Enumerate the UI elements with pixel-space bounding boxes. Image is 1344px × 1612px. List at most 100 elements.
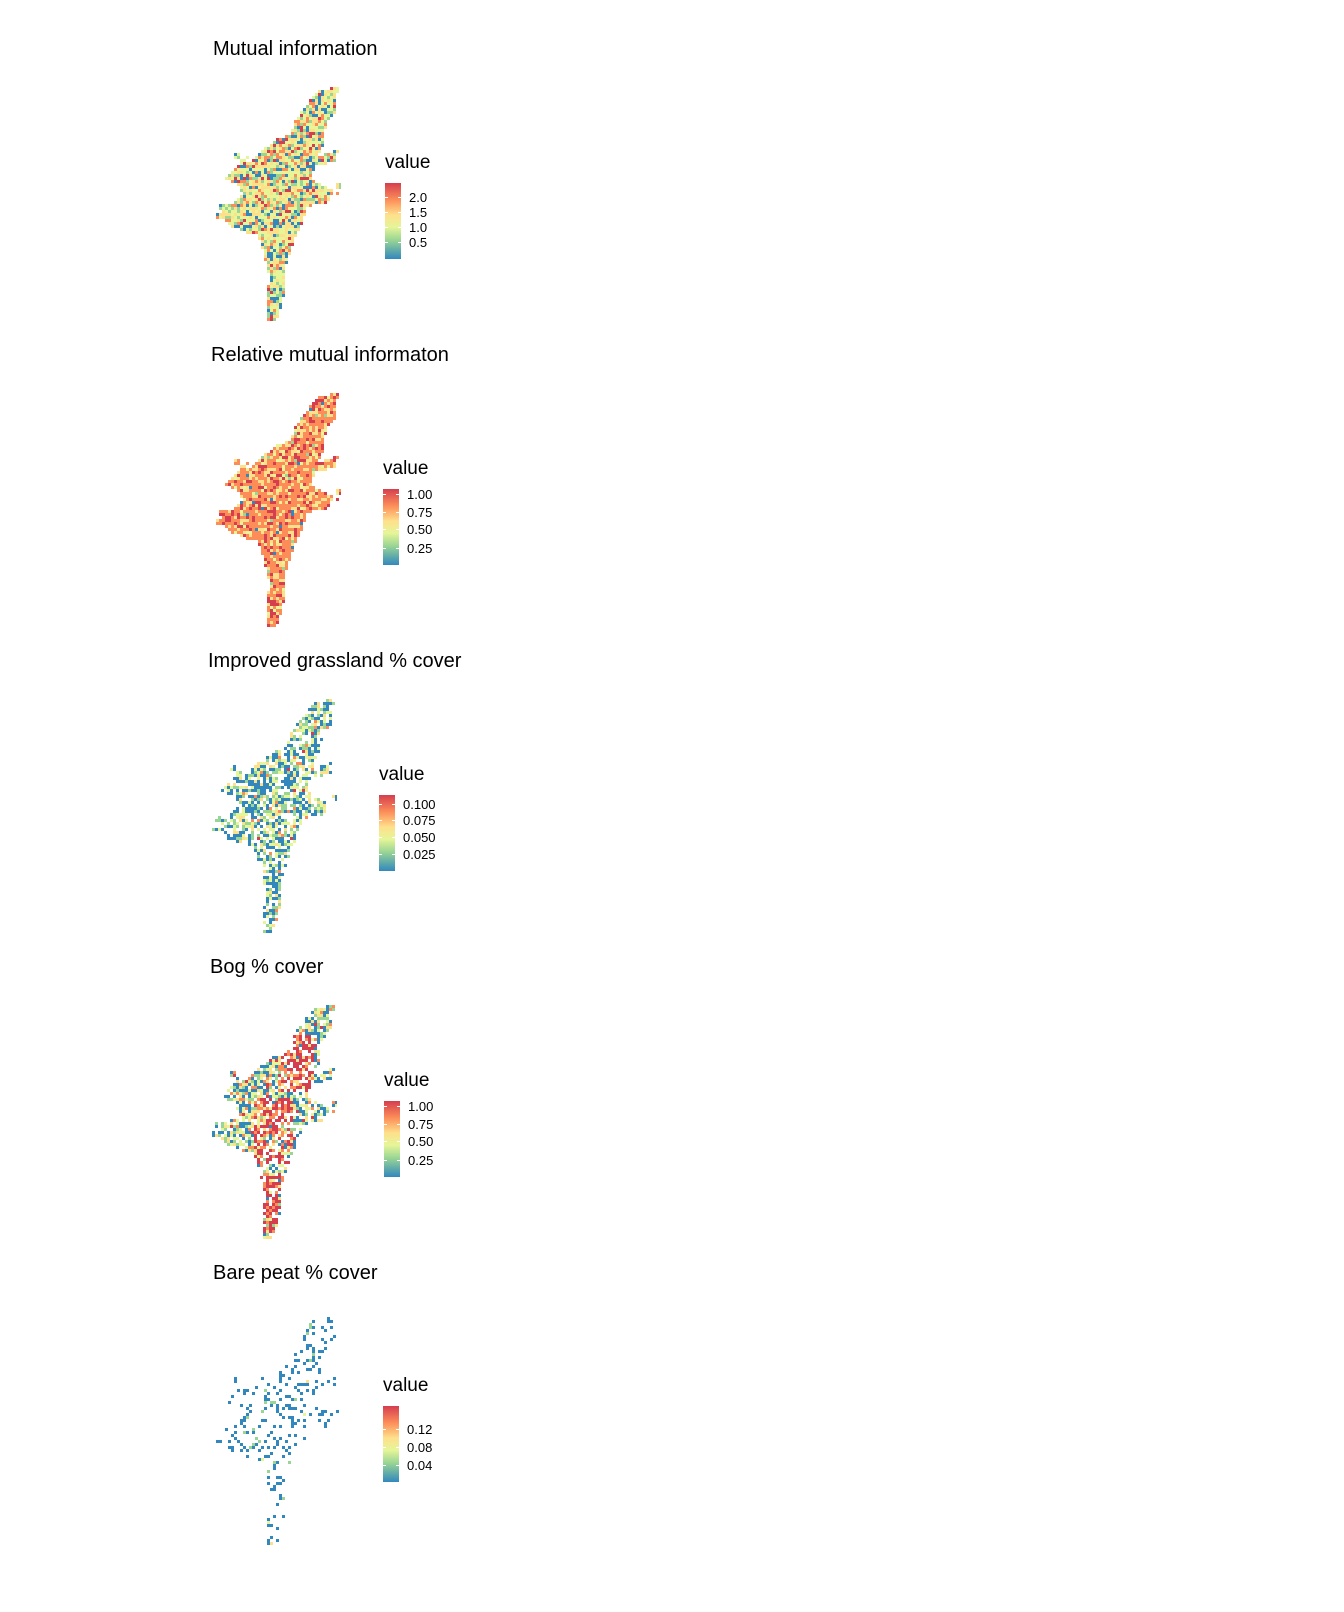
raster-cell [270, 282, 273, 285]
raster-cell [260, 762, 263, 765]
raster-cell [323, 1035, 326, 1038]
raster-cell [237, 522, 240, 525]
raster-cell [291, 474, 294, 477]
raster-cell [270, 165, 273, 168]
raster-cell [297, 171, 300, 174]
raster-cell [306, 1389, 309, 1392]
raster-cell [291, 453, 294, 456]
raster-cell [257, 1077, 260, 1080]
raster-cell [267, 222, 270, 225]
raster-cell [236, 834, 239, 837]
raster-cell [333, 102, 336, 105]
raster-cell [243, 513, 246, 516]
raster-cell [255, 504, 258, 507]
raster-cell [285, 507, 288, 510]
raster-cell [312, 459, 315, 462]
raster-cell [273, 309, 276, 312]
raster-cell [297, 129, 300, 132]
raster-cell [279, 459, 282, 462]
raster-cell [270, 303, 273, 306]
raster-cell [297, 492, 300, 495]
raster-cell [239, 819, 242, 822]
raster-cell [288, 240, 291, 243]
raster-cell [245, 1131, 248, 1134]
raster-cell [231, 486, 234, 489]
raster-cell [317, 1008, 320, 1011]
raster-cell [221, 1128, 224, 1131]
raster-cell [312, 111, 315, 114]
raster-cell [320, 810, 323, 813]
raster-cell [246, 462, 249, 465]
raster-cell [269, 1119, 272, 1122]
raster-cell [296, 765, 299, 768]
raster-cell [252, 171, 255, 174]
raster-cell [285, 192, 288, 195]
raster-cell [290, 780, 293, 783]
raster-cell [315, 459, 318, 462]
raster-cell [276, 615, 279, 618]
raster-cell [279, 144, 282, 147]
raster-cell [308, 1047, 311, 1050]
raster-cell [291, 537, 294, 540]
raster-cell [255, 231, 258, 234]
raster-cell [273, 204, 276, 207]
raster-cell [275, 909, 278, 912]
raster-cell [273, 183, 276, 186]
raster-cell [257, 804, 260, 807]
raster-cell [257, 1128, 260, 1131]
raster-cell [240, 507, 243, 510]
raster-cell [318, 126, 321, 129]
raster-cell [270, 180, 273, 183]
raster-cell [302, 777, 305, 780]
raster-cell [263, 1107, 266, 1110]
raster-cell [272, 906, 275, 909]
raster-cell [321, 117, 324, 120]
raster-cell [276, 222, 279, 225]
raster-cell [278, 1176, 281, 1179]
raster-cell [285, 444, 288, 447]
raster-cell [300, 120, 303, 123]
raster-cell [279, 1389, 282, 1392]
raster-cell [315, 1407, 318, 1410]
raster-cell [285, 234, 288, 237]
raster-cell [279, 195, 282, 198]
raster-cell [251, 822, 254, 825]
raster-cell [260, 1134, 263, 1137]
raster-cell [309, 471, 312, 474]
raster-cell [245, 1089, 248, 1092]
raster-cell [324, 111, 327, 114]
raster-cell [294, 1434, 297, 1437]
raster-cell [317, 1050, 320, 1053]
raster-cell [266, 1140, 269, 1143]
raster-cell [330, 189, 333, 192]
raster-cell [270, 279, 273, 282]
raster-cell [242, 822, 245, 825]
raster-cell [252, 492, 255, 495]
raster-cell [243, 183, 246, 186]
raster-cell [239, 837, 242, 840]
raster-cell [324, 126, 327, 129]
raster-cell [267, 462, 270, 465]
raster-cell [285, 168, 288, 171]
raster-cell [309, 1368, 312, 1371]
raster-cell [306, 105, 309, 108]
raster-cell [255, 228, 258, 231]
raster-cell [231, 477, 234, 480]
raster-cell [275, 1203, 278, 1206]
raster-cell [327, 465, 330, 468]
raster-cell [318, 453, 321, 456]
raster-cell [291, 195, 294, 198]
raster-cell [311, 1020, 314, 1023]
raster-cell [230, 1131, 233, 1134]
raster-cell [279, 1494, 282, 1497]
raster-cell [285, 459, 288, 462]
raster-cell [275, 1155, 278, 1158]
raster-cell [302, 1068, 305, 1071]
raster-cell [326, 1026, 329, 1029]
raster-cell [327, 414, 330, 417]
raster-cell [278, 867, 281, 870]
raster-cell [279, 1482, 282, 1485]
raster-cell [303, 210, 306, 213]
raster-cell [255, 534, 258, 537]
raster-cell [300, 495, 303, 498]
